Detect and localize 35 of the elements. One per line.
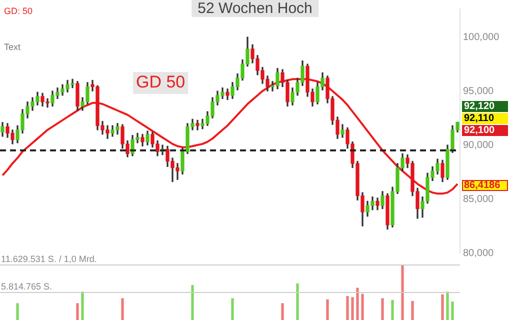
bar [16, 303, 19, 320]
bar [441, 294, 444, 320]
bar [356, 288, 359, 320]
annotation: GD: 50 [4, 6, 33, 16]
y-tick-label: 80,000 [463, 248, 494, 259]
y-tick-label: 100,000 [463, 32, 500, 43]
chart-title: 52 Wochen Hoch [192, 0, 318, 17]
bar [411, 300, 414, 320]
bar [296, 283, 299, 320]
y-tick-label: 85,000 [463, 194, 494, 205]
ref-line-label: 5.814.765 S. [1, 281, 52, 292]
bar [81, 292, 84, 320]
ref-line-label: 11.629.531 S. / 1,0 Mrd. [1, 254, 97, 264]
y-tick-label: 95,000 [463, 86, 494, 97]
bar [451, 302, 454, 320]
bar [351, 297, 354, 320]
annotation: Text [4, 42, 21, 52]
text: 92,110 [462, 113, 508, 124]
bar [191, 285, 194, 320]
series-label: GD 50 [136, 72, 186, 92]
text: 92,120 [462, 101, 508, 112]
bar [231, 298, 234, 320]
text: 86,4186 [462, 180, 508, 191]
bar [446, 292, 449, 320]
bar [346, 296, 349, 320]
bar [391, 300, 394, 320]
bar [121, 298, 124, 320]
text: 92,100 [462, 125, 508, 136]
bar [361, 294, 364, 320]
y-tick-label: 90,000 [463, 140, 494, 151]
bar [326, 299, 329, 320]
bar [76, 303, 79, 320]
bar [381, 298, 384, 320]
bar [281, 303, 284, 320]
bar [401, 265, 404, 320]
